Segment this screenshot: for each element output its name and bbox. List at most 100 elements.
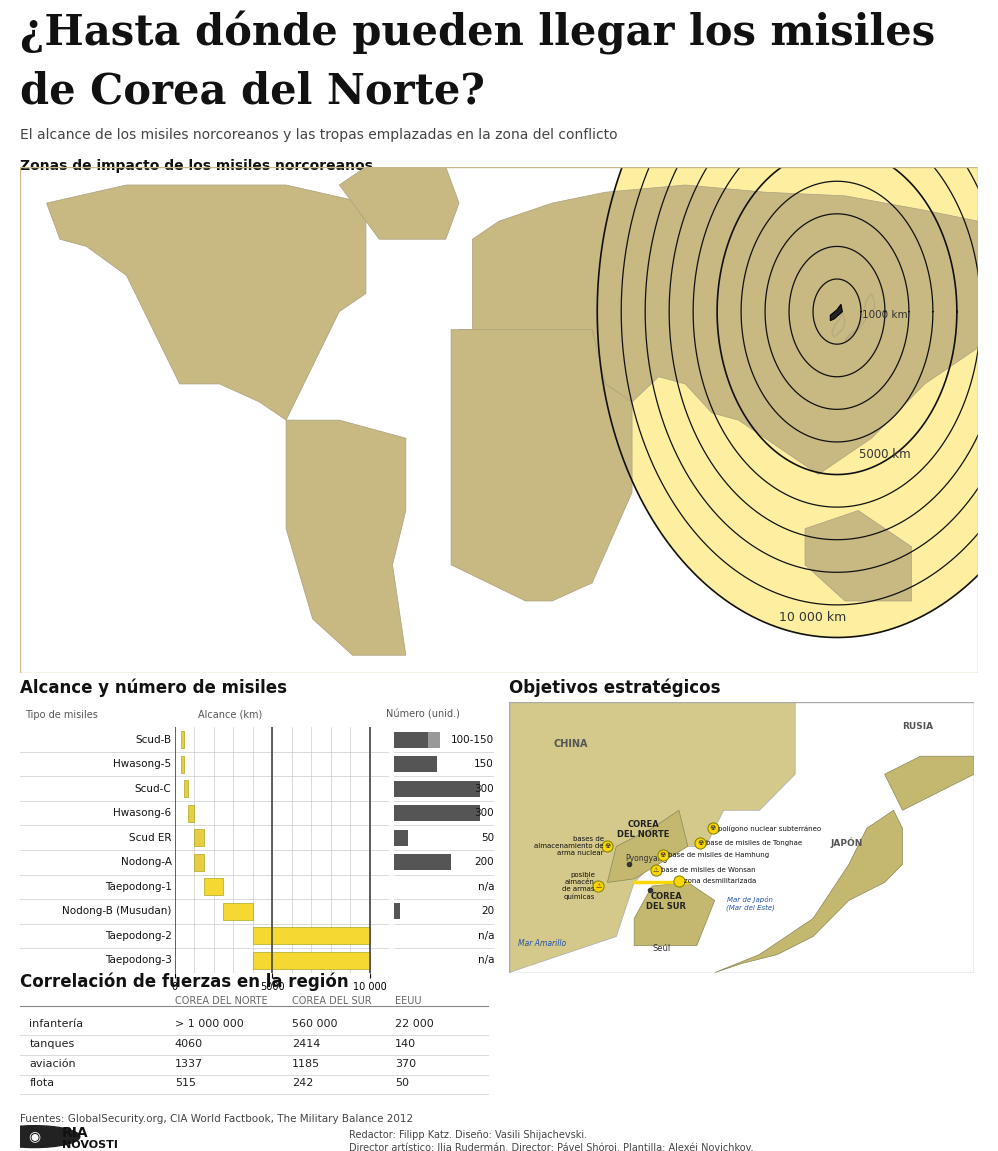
Text: 10 000 km: 10 000 km [779,611,846,624]
Text: Mar Amarillo: Mar Amarillo [518,938,566,947]
Text: aviación: aviación [29,1059,76,1068]
Text: ☢: ☢ [698,840,704,846]
Polygon shape [715,810,902,973]
Text: Objetivos estratégicos: Objetivos estratégicos [509,678,721,698]
Text: Scud-C: Scud-C [135,784,172,794]
Polygon shape [831,312,845,337]
Bar [394,830,408,846]
Bar [394,780,480,796]
Text: 1337: 1337 [175,1059,203,1068]
Text: 515: 515 [175,1078,196,1089]
Text: Alcance y número de misiles: Alcance y número de misiles [20,678,287,698]
Text: 50: 50 [395,1078,409,1089]
Polygon shape [459,185,978,474]
Text: 5000 km: 5000 km [859,448,911,462]
Text: Director artístico: Ilia Rudermán. Director: Pável Shóroj. Plantilla: Alexéi Nov: Director artístico: Ilia Rudermán. Direc… [349,1143,753,1151]
Text: RUSIA: RUSIA [902,722,933,731]
Polygon shape [830,304,842,321]
Bar [428,732,440,748]
Text: Seúl: Seúl [652,944,671,953]
Text: 150: 150 [474,760,494,769]
Text: ¿Hasta dónde pueden llegar los misiles: ¿Hasta dónde pueden llegar los misiles [20,10,935,54]
Text: Tipo de misiles: Tipo de misiles [25,710,98,719]
Bar [224,904,252,920]
Text: 140: 140 [395,1038,416,1049]
Bar [394,904,400,920]
Text: NOVOSTI: NOVOSTI [62,1139,118,1150]
Bar [204,878,224,895]
Text: flota: flota [29,1078,55,1089]
Text: posible
almacén
de armas
químicas: posible almacén de armas químicas [562,872,595,900]
Text: bases de
almacenamiento de
arma nuclear: bases de almacenamiento de arma nuclear [534,837,604,856]
Text: Mar de Japón
(Mar del Este): Mar de Japón (Mar del Este) [726,897,774,910]
Bar [394,732,428,748]
Text: 1185: 1185 [292,1059,320,1068]
Text: Nodong-A: Nodong-A [121,857,172,867]
Text: Taepodong-3: Taepodong-3 [105,955,172,966]
Text: Redactor: Filipp Katz. Diseño: Vasili Shijachevski.: Redactor: Filipp Katz. Diseño: Vasili Sh… [349,1130,588,1141]
Text: Scud ER: Scud ER [129,833,172,843]
Text: JAPÓN: JAPÓN [831,838,863,848]
Text: 300: 300 [474,808,494,818]
Text: base de misiles de Tonghae: base de misiles de Tonghae [706,840,801,846]
Text: Hwasong-6: Hwasong-6 [114,808,172,818]
Bar [195,830,204,846]
Text: de Corea del Norte?: de Corea del Norte? [20,70,485,112]
Text: COREA DEL SUR: COREA DEL SUR [292,997,371,1006]
Text: ☢: ☢ [604,844,611,849]
Circle shape [0,1126,80,1148]
Polygon shape [451,329,632,601]
Polygon shape [805,511,911,601]
Text: RIA: RIA [62,1126,89,1141]
Polygon shape [47,185,366,420]
Text: base de misiles de Wonsan: base de misiles de Wonsan [661,867,755,872]
Text: 20: 20 [481,906,494,916]
Text: CHINA: CHINA [554,739,588,749]
Text: ⚠: ⚠ [653,867,659,872]
Text: n/a: n/a [477,955,494,966]
Text: 100-150: 100-150 [451,734,494,745]
Text: > 1 000 000: > 1 000 000 [175,1019,244,1029]
Bar [189,805,195,822]
Text: 22 000: 22 000 [395,1019,434,1029]
Text: 560 000: 560 000 [292,1019,337,1029]
Polygon shape [509,702,795,973]
Bar [195,854,204,870]
Text: n/a: n/a [477,931,494,940]
Text: infantería: infantería [29,1019,84,1029]
Polygon shape [597,0,998,638]
Bar [181,731,185,748]
Bar [394,806,480,821]
Text: Scud-B: Scud-B [136,734,172,745]
Bar [394,756,437,772]
Text: polígono nuclear subterráneo: polígono nuclear subterráneo [719,825,821,831]
Text: zona desmilitarizada: zona desmilitarizada [685,877,756,884]
Bar [252,928,369,944]
Bar [252,952,369,969]
Polygon shape [286,420,406,655]
Text: Taepodong-1: Taepodong-1 [105,882,172,892]
Text: n/a: n/a [477,882,494,892]
Text: 50: 50 [481,833,494,843]
Polygon shape [884,756,974,810]
Bar [181,756,185,772]
Text: 300: 300 [474,784,494,794]
Text: Correlación de fuerzas en la región: Correlación de fuerzas en la región [20,973,348,991]
Text: Nodong-B (Musudan): Nodong-B (Musudan) [62,906,172,916]
Text: ◉: ◉ [28,1129,40,1144]
Text: Fuentes: GlobalSecurity.org, CIA World Factbook, The Military Balance 2012: Fuentes: GlobalSecurity.org, CIA World F… [20,1114,413,1125]
Polygon shape [845,294,874,341]
Text: ☢: ☢ [660,853,666,859]
Text: 4060: 4060 [175,1038,203,1049]
Text: 2414: 2414 [292,1038,320,1049]
Text: tanques: tanques [29,1038,75,1049]
Text: Pyongyang: Pyongyang [625,854,668,863]
Text: 1000 km: 1000 km [862,310,908,320]
Text: Zonas de impacto de los misiles norcoreanos: Zonas de impacto de los misiles norcorea… [20,159,373,173]
Bar [394,854,451,870]
Text: El alcance de los misiles norcoreanos y las tropas emplazadas en la zona del con: El alcance de los misiles norcoreanos y … [20,128,618,143]
Text: ☢: ☢ [710,825,716,831]
Text: COREA
DEL NORTE: COREA DEL NORTE [617,820,670,839]
Text: COREA
DEL SUR: COREA DEL SUR [647,892,687,912]
Text: COREA DEL NORTE: COREA DEL NORTE [175,997,267,1006]
